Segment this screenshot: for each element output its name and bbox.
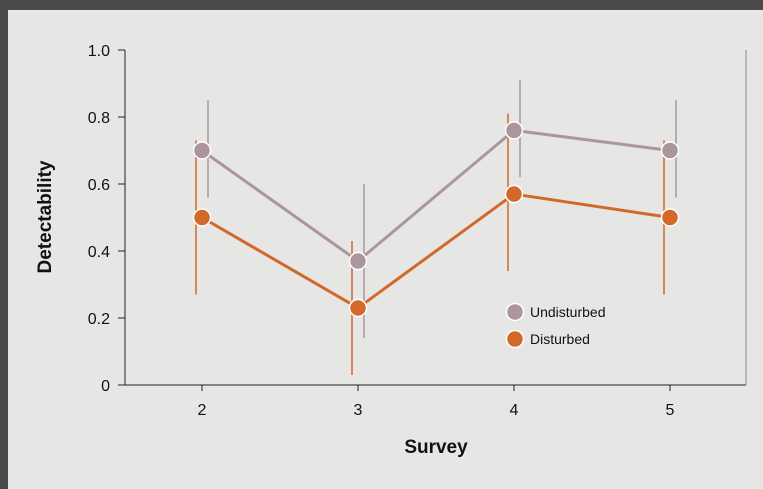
disturbed-data-point [348,298,368,318]
legend-disturbed-label: Disturbed [530,331,590,347]
y-tick-label: 0.4 [88,244,110,261]
series-lines [201,128,671,310]
legend: Undisturbed Disturbed [505,302,606,349]
x-axis-title: Survey [404,437,468,458]
y-tick-label: 0 [101,378,110,395]
undisturbed-series-line [201,128,671,263]
legend-undisturbed-label: Undisturbed [530,304,606,320]
x-tick-label: 3 [354,402,363,419]
x-tick-label: 5 [666,402,675,419]
axes [124,50,747,386]
y-tick-label: 0.8 [88,110,110,127]
y-ticks: 0 0.2 0.4 0.6 0.8 1.0 [88,43,125,395]
disturbed-data-point [660,208,680,227]
undisturbed-data-point [504,121,524,140]
legend-undisturbed-swatch [505,302,525,322]
y-tick-label: 0.6 [88,177,110,194]
disturbed-series-line [201,192,671,310]
y-tick-label: 1.0 [88,43,110,60]
series-points [192,121,680,318]
undisturbed-data-point [660,141,680,160]
undisturbed-data-point [192,141,212,160]
error-bars [195,80,677,375]
disturbed-data-point [192,208,212,227]
x-tick-label: 4 [510,402,519,419]
disturbed-data-point [504,184,524,204]
legend-disturbed-swatch [505,329,525,349]
y-axis-title: Detectability [35,160,56,273]
chart-panel [8,10,763,489]
y-tick-label: 0.2 [88,311,110,328]
undisturbed-data-point [348,251,368,271]
x-ticks: 2 3 4 5 [198,385,675,419]
x-tick-label: 2 [198,402,207,419]
